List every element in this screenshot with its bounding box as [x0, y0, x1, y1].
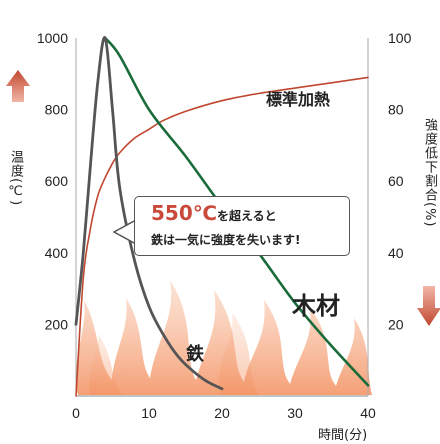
left-y-tick-label: 1000 — [37, 30, 68, 46]
x-tick-label: 0 — [72, 405, 80, 421]
series-label-standard-heating: 標準加熱 — [266, 90, 331, 109]
series-label-iron: 鉄 — [186, 344, 204, 365]
iron-strength-line — [74, 36, 224, 391]
left-y-tick-label: 400 — [45, 245, 69, 261]
callout-line1-text: を超えると — [216, 209, 277, 223]
x-tick-label: 20 — [214, 405, 230, 421]
right-y-tick-label: 100 — [388, 30, 412, 46]
temperature-up-arrow — [6, 70, 30, 102]
callout-line2-text: 鉄は一気に強度を失います! — [151, 233, 301, 247]
right-y-tick-label: 20 — [388, 316, 404, 332]
right-y-tick-label: 80 — [388, 102, 404, 118]
callout-box: 550℃を超えると 鉄は一気に強度を失います! — [134, 196, 350, 256]
series-label-wood: 木材 — [292, 292, 340, 320]
standard-heating-line — [75, 76, 369, 397]
x-axis-label: 時間(分) — [318, 428, 368, 443]
right-axis-label: 強度低下割合(%) — [422, 118, 437, 228]
right-y-tick-label: 40 — [388, 245, 404, 261]
right-y-tick-label: 60 — [388, 173, 404, 189]
left-y-tick-label: 200 — [45, 316, 69, 332]
callout-pointer — [112, 219, 137, 245]
x-tick-label: 10 — [141, 405, 157, 421]
x-tick-label: 40 — [360, 405, 376, 421]
strength-down-arrow — [417, 286, 440, 326]
callout-temperature: 550℃ — [151, 201, 217, 225]
x-tick-label: 30 — [287, 405, 303, 421]
left-y-tick-label: 800 — [45, 102, 69, 118]
flame-background — [75, 280, 373, 395]
left-y-tick-label: 600 — [45, 173, 69, 189]
left-axis-label: 温度(℃) — [8, 150, 23, 207]
